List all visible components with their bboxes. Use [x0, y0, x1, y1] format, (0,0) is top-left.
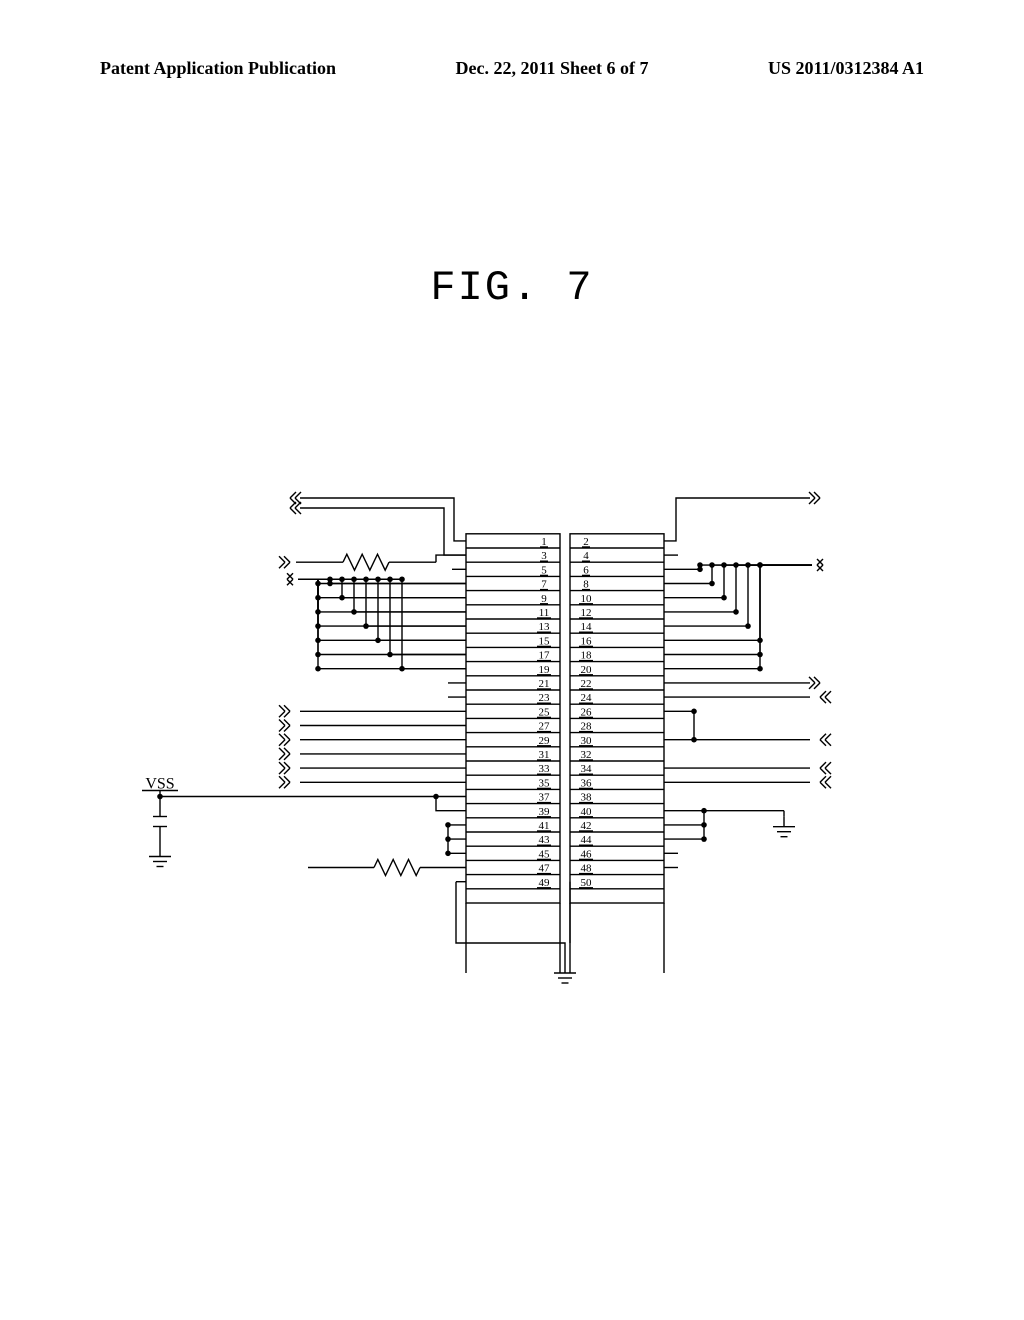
svg-text:35: 35: [539, 777, 551, 789]
svg-text:17: 17: [539, 650, 551, 662]
svg-text:38: 38: [581, 792, 593, 804]
svg-text:23: 23: [539, 692, 551, 704]
svg-text:3: 3: [541, 550, 547, 562]
svg-text:28: 28: [581, 721, 593, 733]
svg-text:43: 43: [539, 834, 551, 846]
svg-text:37: 37: [539, 792, 551, 804]
svg-text:30: 30: [581, 735, 593, 747]
svg-text:47: 47: [539, 863, 551, 875]
svg-text:27: 27: [539, 721, 551, 733]
svg-text:25: 25: [539, 706, 551, 718]
svg-text:15: 15: [539, 635, 551, 647]
svg-text:4: 4: [583, 550, 589, 562]
svg-text:5: 5: [541, 564, 547, 576]
svg-text:36: 36: [581, 777, 593, 789]
date-sheet: Dec. 22, 2011 Sheet 6 of 7: [456, 58, 649, 79]
svg-text:9: 9: [541, 593, 547, 605]
circuit-diagram: 1357911131517192123252729313335373941434…: [100, 490, 924, 1050]
pub-number: US 2011/0312384 A1: [768, 58, 924, 79]
svg-text:20: 20: [581, 664, 593, 676]
svg-text:33: 33: [539, 763, 551, 775]
svg-text:21: 21: [539, 678, 550, 690]
svg-text:22: 22: [581, 678, 592, 690]
svg-text:40: 40: [581, 806, 593, 818]
svg-text:11: 11: [539, 607, 550, 619]
svg-text:18: 18: [581, 650, 593, 662]
svg-text:31: 31: [539, 749, 550, 761]
svg-text:7: 7: [541, 579, 547, 591]
svg-text:45: 45: [539, 848, 551, 860]
svg-text:29: 29: [539, 735, 551, 747]
svg-text:16: 16: [581, 635, 593, 647]
svg-text:13: 13: [539, 621, 551, 633]
svg-text:34: 34: [581, 763, 593, 775]
svg-text:48: 48: [581, 863, 593, 875]
svg-text:26: 26: [581, 706, 593, 718]
svg-text:44: 44: [581, 834, 593, 846]
svg-text:12: 12: [581, 607, 592, 619]
pub-label: Patent Application Publication: [100, 58, 336, 79]
figure-title: FIG. 7: [0, 264, 1024, 312]
svg-text:10: 10: [581, 593, 593, 605]
svg-text:39: 39: [539, 806, 551, 818]
svg-text:14: 14: [581, 621, 593, 633]
svg-text:24: 24: [581, 692, 593, 704]
svg-text:6: 6: [583, 564, 589, 576]
svg-text:19: 19: [539, 664, 551, 676]
svg-text:41: 41: [539, 820, 550, 832]
svg-text:46: 46: [581, 848, 593, 860]
svg-text:42: 42: [581, 820, 592, 832]
svg-text:49: 49: [539, 877, 551, 889]
svg-text:1: 1: [541, 536, 547, 548]
svg-text:8: 8: [583, 579, 589, 591]
svg-text:2: 2: [583, 536, 589, 548]
svg-text:50: 50: [581, 877, 593, 889]
svg-text:32: 32: [581, 749, 592, 761]
